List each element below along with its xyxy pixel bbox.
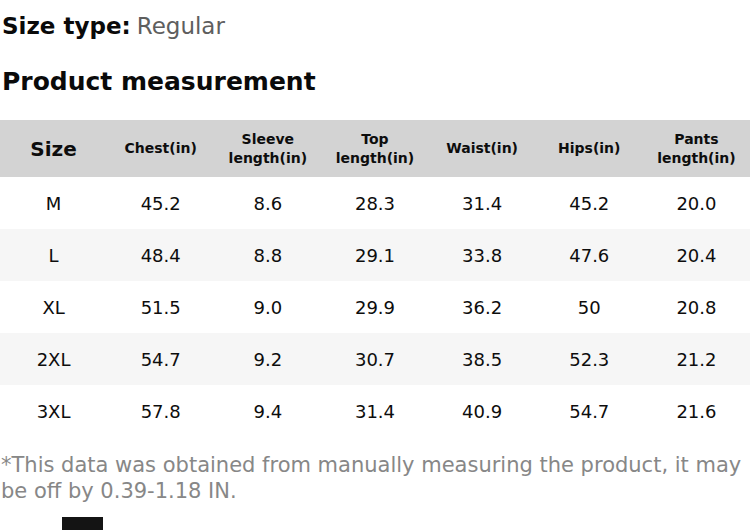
table-cell: 48.4	[107, 229, 214, 281]
table-cell: 9.4	[214, 385, 321, 437]
table-cell: 30.7	[321, 333, 428, 385]
table-row: M 45.2 8.6 28.3 31.4 45.2 20.0	[0, 177, 750, 229]
column-header-size: Size	[0, 120, 107, 177]
size-chart-body: M 45.2 8.6 28.3 31.4 45.2 20.0 L 48.4 8.…	[0, 177, 750, 437]
table-cell: 54.7	[536, 385, 643, 437]
table-row: 2XL 54.7 9.2 30.7 38.5 52.3 21.2	[0, 333, 750, 385]
column-header-chest: Chest(in)	[107, 120, 214, 177]
table-cell: 21.6	[643, 385, 750, 437]
size-chart-header: Size Chest(in) Sleeve length(in) Top len…	[0, 120, 750, 177]
header-row: Size Chest(in) Sleeve length(in) Top len…	[0, 120, 750, 177]
table-cell: 20.4	[643, 229, 750, 281]
product-measurement-page: Size type:Regular Product measurement Si…	[0, 0, 750, 530]
table-row: 3XL 57.8 9.4 31.4 40.9 54.7 21.6	[0, 385, 750, 437]
table-row: L 48.4 8.8 29.1 33.8 47.6 20.4	[0, 229, 750, 281]
table-cell: 50	[536, 281, 643, 333]
size-type-value: Regular	[137, 13, 225, 39]
bottom-cutoff-dark-bar	[62, 517, 103, 530]
measurement-disclaimer: *This data was obtained from manually me…	[1, 452, 750, 504]
table-cell: 20.8	[643, 281, 750, 333]
column-header-sleeve-length: Sleeve length(in)	[214, 120, 321, 177]
table-cell: 57.8	[107, 385, 214, 437]
table-cell: 45.2	[536, 177, 643, 229]
table-row: XL 51.5 9.0 29.9 36.2 50 20.8	[0, 281, 750, 333]
table-cell: 45.2	[107, 177, 214, 229]
column-header-hips: Hips(in)	[536, 120, 643, 177]
size-type-row: Size type:Regular	[2, 13, 225, 39]
table-cell: 8.8	[214, 229, 321, 281]
column-header-top-length: Top length(in)	[321, 120, 428, 177]
table-cell: 8.6	[214, 177, 321, 229]
column-header-waist: Waist(in)	[429, 120, 536, 177]
table-cell: 47.6	[536, 229, 643, 281]
size-label: M	[0, 177, 107, 229]
table-cell: 21.2	[643, 333, 750, 385]
size-label: 2XL	[0, 333, 107, 385]
table-cell: 28.3	[321, 177, 428, 229]
table-cell: 36.2	[429, 281, 536, 333]
table-cell: 38.5	[429, 333, 536, 385]
size-label: XL	[0, 281, 107, 333]
table-cell: 9.2	[214, 333, 321, 385]
table-cell: 33.8	[429, 229, 536, 281]
table-cell: 29.9	[321, 281, 428, 333]
size-chart-table: Size Chest(in) Sleeve length(in) Top len…	[0, 120, 750, 437]
table-cell: 51.5	[107, 281, 214, 333]
table-cell: 31.4	[321, 385, 428, 437]
column-header-pants-length: Pants length(in)	[643, 120, 750, 177]
table-cell: 54.7	[107, 333, 214, 385]
size-type-label: Size type:	[2, 13, 131, 39]
table-cell: 9.0	[214, 281, 321, 333]
size-label: 3XL	[0, 385, 107, 437]
size-label: L	[0, 229, 107, 281]
table-cell: 52.3	[536, 333, 643, 385]
table-cell: 20.0	[643, 177, 750, 229]
table-cell: 31.4	[429, 177, 536, 229]
table-cell: 40.9	[429, 385, 536, 437]
table-cell: 29.1	[321, 229, 428, 281]
page-title: Product measurement	[2, 67, 316, 96]
